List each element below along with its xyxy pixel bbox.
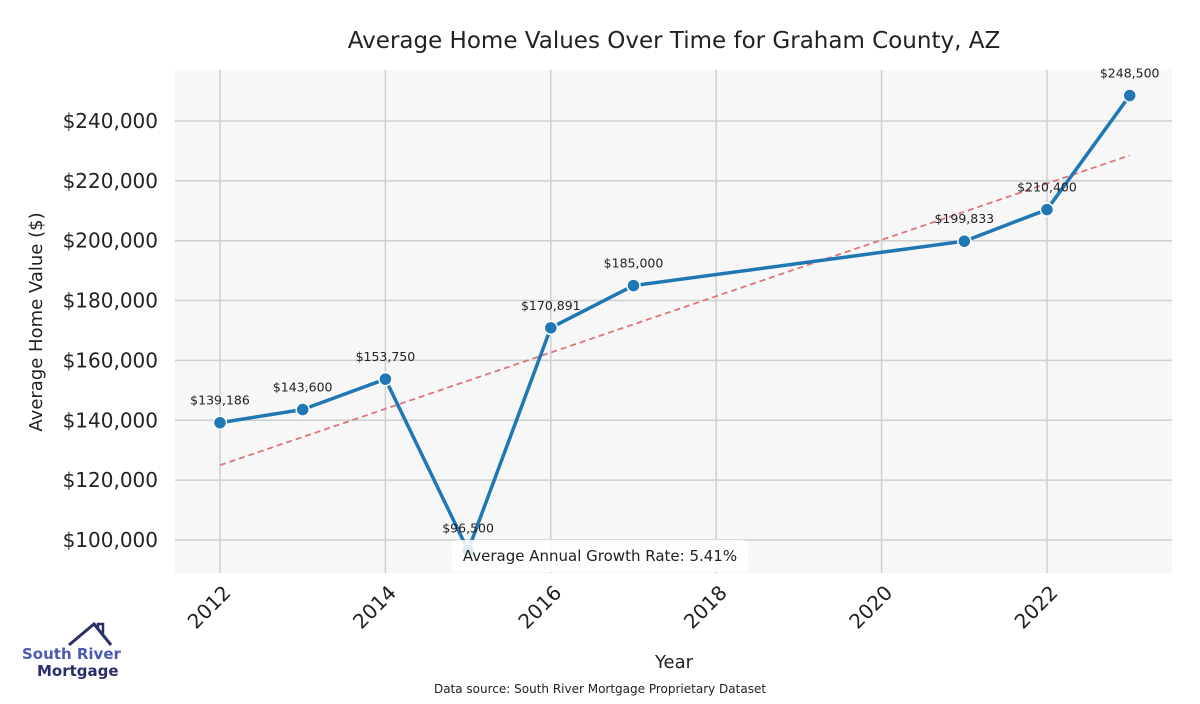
data-label: $185,000 [604, 256, 664, 271]
logo-line2: Mortgage [37, 662, 119, 680]
data-label: $153,750 [356, 349, 416, 364]
data-label: $248,500 [1100, 66, 1160, 81]
data-point [1039, 202, 1055, 217]
data-label: $199,833 [934, 211, 994, 226]
data-label: $96,500 [442, 520, 494, 535]
x-tick-label: 2018 [679, 581, 732, 634]
data-label: $143,600 [273, 380, 333, 395]
data-point [295, 402, 310, 417]
y-tick-label: $200,000 [63, 229, 158, 253]
data-label: $139,186 [190, 393, 250, 408]
data-point [1122, 88, 1137, 103]
data-point [957, 233, 972, 249]
y-tick-label: $100,000 [63, 528, 158, 552]
x-axis-label: Year [654, 652, 694, 673]
data-point [626, 278, 641, 293]
x-tick-label: 2022 [1010, 581, 1063, 634]
y-tick-label: $160,000 [63, 348, 158, 372]
y-tick-label: $240,000 [63, 109, 158, 133]
data-label: $170,891 [521, 298, 581, 313]
x-tick-label: 2014 [348, 581, 401, 634]
data-point [378, 371, 393, 387]
x-tick-label: 2016 [513, 581, 566, 634]
y-axis-label: Average Home Value ($) [26, 212, 47, 431]
y-tick-label: $120,000 [63, 468, 158, 492]
trend-line [219, 154, 1130, 467]
data-point [543, 320, 559, 336]
data-label: $210,400 [1017, 180, 1077, 195]
logo-line1: South River [22, 645, 122, 663]
y-tick-label: $220,000 [63, 169, 158, 193]
x-tick-label: 2020 [844, 581, 897, 634]
growth-rate-annotation: Average Annual Growth Rate: 5.41% [452, 540, 748, 572]
south-river-mortgage-logo: South River Mortgage [22, 621, 122, 680]
x-tick-label: 2012 [183, 581, 236, 634]
y-tick-label: $140,000 [63, 408, 158, 432]
plot-area [175, 70, 1172, 573]
growth-rate-text: Average Annual Growth Rate: 5.41% [463, 547, 737, 565]
data-source-text: Data source: South River Mortgage Propri… [434, 682, 766, 696]
chart-title: Average Home Values Over Time for Graham… [348, 28, 1000, 54]
data-point [212, 415, 228, 430]
house-roof-icon [68, 621, 113, 647]
y-tick-label: $180,000 [63, 289, 158, 313]
